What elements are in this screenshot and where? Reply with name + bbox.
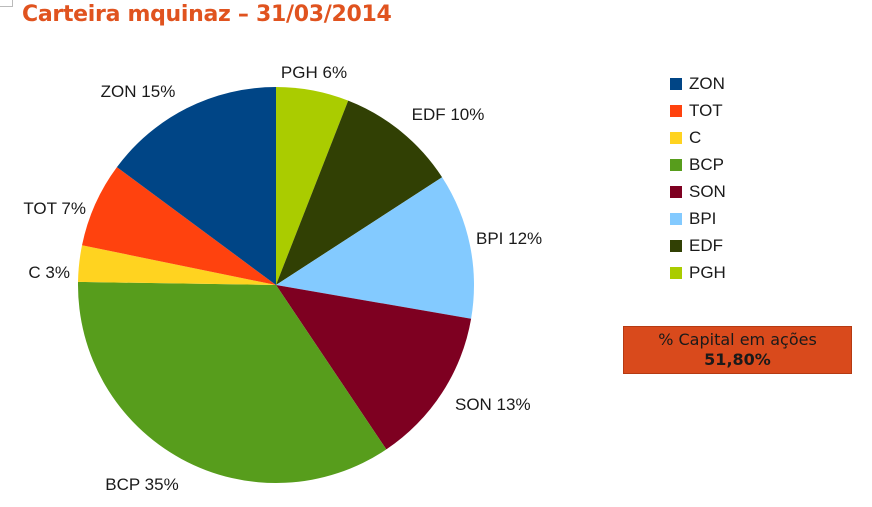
legend-label: BCP (689, 154, 724, 174)
pie-slices (77, 87, 474, 484)
legend-label: BPI (689, 208, 717, 228)
legend-item-tot: TOT (670, 97, 726, 124)
pie-slice-tot (82, 167, 276, 285)
legend-label: PGH (689, 262, 726, 282)
slice-label-tot: TOT 7% (23, 199, 86, 218)
pie-labels: PGH 6% EDF 10% BPI 12% SON 13% BCP 35% C 3% TO… (23, 63, 542, 494)
legend-label: TOT (689, 100, 723, 120)
pie-slice-c (78, 245, 277, 285)
slice-label-edf: EDF 10% (412, 105, 485, 124)
pie-slice-edf (276, 100, 443, 285)
legend-label: ZON (689, 73, 725, 93)
pie-slice-bpi (276, 177, 474, 319)
corner-mark (0, 0, 13, 7)
legend-swatch (670, 239, 682, 252)
legend-swatch (670, 158, 682, 171)
legend-item-bpi: BPI (670, 205, 726, 232)
legend-label: SON (689, 181, 726, 201)
legend-item-bcp: BCP (670, 151, 726, 178)
capital-value: 51,80% (704, 350, 771, 369)
legend-label: EDF (689, 235, 723, 255)
legend-swatch (670, 77, 682, 90)
slice-label-bpi: BPI 12% (476, 229, 542, 248)
slice-label-c: C 3% (28, 263, 70, 282)
capital-box: % Capital em ações 51,80% (623, 326, 852, 374)
pie-slice-bcp (77, 281, 387, 484)
slice-label-zon: ZON 15% (101, 82, 176, 101)
pie-slice-zon (116, 87, 276, 285)
legend-swatch (670, 104, 682, 117)
legend-item-c: C (670, 124, 726, 151)
legend-item-zon: ZON (670, 70, 726, 97)
legend-item-pgh: PGH (670, 259, 726, 286)
legend-item-son: SON (670, 178, 726, 205)
slice-label-pgh: PGH 6% (281, 63, 347, 82)
legend-swatch (670, 266, 682, 279)
slice-label-bcp: BCP 35% (105, 475, 178, 494)
chart-title: Carteira mquinaz – 31/03/2014 (22, 2, 392, 27)
pie-slice-son (276, 285, 472, 450)
slice-label-son: SON 13% (455, 395, 531, 414)
legend: ZON TOT C BCP SON BPI EDF PGH (670, 70, 726, 286)
capital-label: % Capital em ações (658, 330, 817, 349)
legend-swatch (670, 212, 682, 225)
legend-swatch (670, 131, 682, 144)
legend-item-edf: EDF (670, 232, 726, 259)
legend-swatch (670, 185, 682, 198)
pie-slice-pgh (276, 87, 349, 285)
legend-label: C (689, 127, 702, 147)
